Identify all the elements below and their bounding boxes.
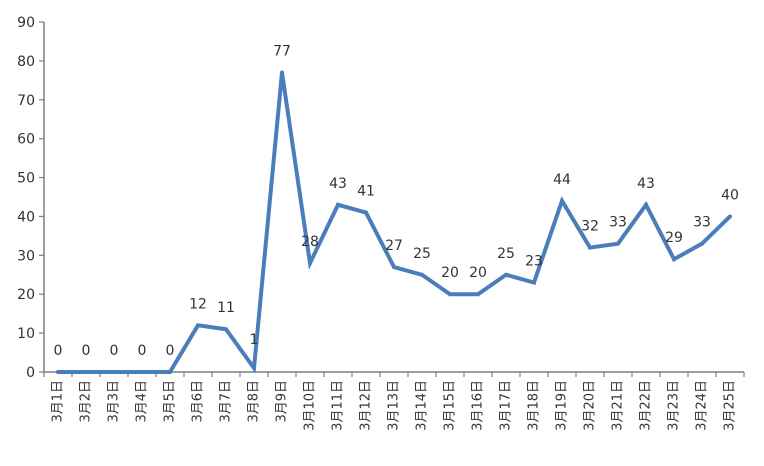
x-tick-label: 3月12日 <box>359 380 374 431</box>
data-label: 0 <box>82 343 91 359</box>
x-tick-label: 3月19日 <box>555 380 570 431</box>
data-label: 41 <box>357 184 375 200</box>
data-label: 0 <box>166 343 175 359</box>
series-group <box>56 70 732 374</box>
x-tick-label: 3月6日 <box>191 380 206 423</box>
data-label: 12 <box>189 296 207 312</box>
y-tick-label: 70 <box>17 93 35 109</box>
data-label: 25 <box>413 246 431 262</box>
x-tick-label: 3月1日 <box>51 380 66 423</box>
data-label: 44 <box>553 172 571 188</box>
data-point <box>168 370 172 374</box>
x-tick-label: 3月16日 <box>471 380 486 431</box>
y-tick-label: 0 <box>26 365 35 381</box>
series-line <box>58 72 732 374</box>
data-point <box>224 327 228 332</box>
data-point <box>112 370 116 374</box>
y-tick-label: 40 <box>17 209 35 225</box>
data-label: 25 <box>497 246 515 262</box>
data-label: 0 <box>138 343 147 359</box>
x-tick-label: 3月25日 <box>723 380 738 431</box>
data-label: 0 <box>54 343 63 359</box>
data-label: 33 <box>609 215 627 231</box>
y-tick-label: 30 <box>17 248 35 264</box>
data-label: 40 <box>721 187 739 203</box>
y-tick-label: 80 <box>17 54 35 70</box>
data-label: 28 <box>301 234 319 250</box>
data-point <box>560 198 564 203</box>
data-point <box>700 241 704 246</box>
data-point <box>308 261 312 266</box>
y-tick-label: 50 <box>17 171 35 187</box>
data-point <box>364 210 368 215</box>
data-label: 20 <box>441 265 459 281</box>
x-tick-label: 3月2日 <box>79 380 94 423</box>
x-tick-label: 3月23日 <box>667 380 682 431</box>
data-point <box>140 370 144 374</box>
x-tick-label: 3月17日 <box>499 380 514 431</box>
x-tick-label: 3月3日 <box>107 380 122 423</box>
data-label: 33 <box>693 215 711 231</box>
y-tick-label: 60 <box>17 132 35 148</box>
data-label: 20 <box>469 265 487 281</box>
x-tick-label: 3月9日 <box>275 380 290 423</box>
data-point <box>392 265 396 269</box>
data-label: 29 <box>665 230 683 246</box>
data-point <box>420 272 424 277</box>
x-tick-label: 3月22日 <box>639 380 654 431</box>
data-point <box>84 370 88 374</box>
data-point <box>504 272 508 277</box>
data-point <box>280 70 284 75</box>
x-tick-label: 3月11日 <box>331 380 346 431</box>
y-tick-label: 10 <box>17 326 35 342</box>
y-tick-label: 20 <box>17 287 35 303</box>
data-point <box>252 366 256 371</box>
x-tick-label: 3月24日 <box>695 380 710 431</box>
x-tick-label: 3月21日 <box>611 380 626 431</box>
data-label: 23 <box>525 254 543 270</box>
data-point <box>56 370 60 374</box>
x-tick-label: 3月18日 <box>527 380 542 431</box>
data-label: 27 <box>385 238 403 254</box>
x-tick-label: 3月8日 <box>247 380 262 423</box>
data-point <box>196 323 200 328</box>
data-point <box>336 202 340 207</box>
data-point <box>672 257 676 262</box>
data-point <box>616 241 620 246</box>
data-point <box>644 202 648 207</box>
data-point <box>532 280 536 285</box>
data-label: 1 <box>250 332 259 348</box>
data-label: 32 <box>581 219 599 235</box>
y-tick-label: 90 <box>17 15 35 31</box>
data-point <box>448 292 452 297</box>
y-axis: 0 10 20 30 40 50 60 70 80 90 <box>17 15 45 381</box>
data-label: 11 <box>217 300 235 316</box>
x-tick-label: 3月4日 <box>135 380 150 423</box>
x-tick-label: 3月14日 <box>415 380 430 431</box>
x-axis: 3月1日 3月2日 3月3日 3月4日 3月5日 3月6日 3月7日 3月8日 3月9日 3月10… <box>43 371 745 431</box>
x-tick-label: 3月15日 <box>443 380 458 431</box>
x-tick-label: 3月20日 <box>583 380 598 431</box>
x-tick-label: 3月13日 <box>387 380 402 431</box>
x-tick-label: 3月7日 <box>219 380 234 423</box>
x-tick-label: 3月5日 <box>163 380 178 423</box>
data-point <box>588 245 592 250</box>
data-label: 43 <box>637 176 655 192</box>
data-label: 77 <box>273 44 291 60</box>
x-tick-label: 3月10日 <box>303 380 318 431</box>
data-point <box>476 292 480 297</box>
data-label: 0 <box>110 343 119 359</box>
data-label: 43 <box>329 176 347 192</box>
data-point <box>728 214 732 219</box>
